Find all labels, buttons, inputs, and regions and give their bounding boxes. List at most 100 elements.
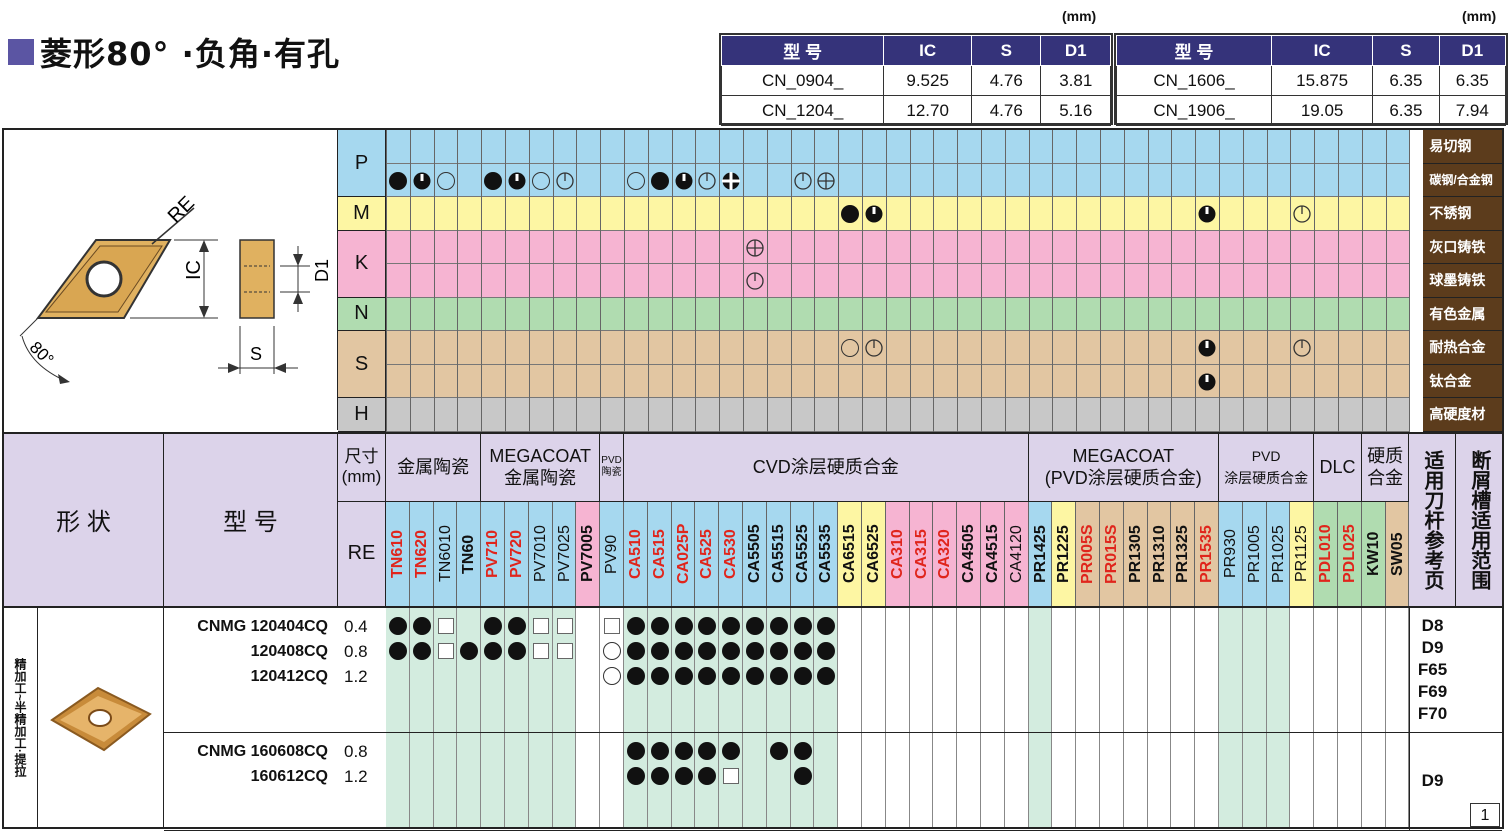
grade-group: 硬质 合金	[1361, 431, 1410, 502]
product-model: 120408CQ	[250, 642, 328, 660]
dims-left-cell: 9.525	[883, 65, 972, 96]
grade-cell: CA6515	[838, 501, 862, 606]
grade-name: CA510	[626, 528, 644, 579]
toolholder-page: D9	[1421, 771, 1444, 791]
grade-name: CA320	[936, 528, 954, 579]
grade-name: TN60	[460, 533, 478, 574]
dims-right-cell: 6.35	[1438, 65, 1507, 96]
grade-name: TN610	[388, 529, 406, 578]
grade-cell: CA5515	[766, 501, 791, 606]
grade-cell: PV90	[600, 501, 624, 606]
grade-cell: PR1225	[1052, 501, 1077, 606]
grade-name: PR015S	[1102, 523, 1120, 584]
dims-right-header: D1	[1438, 35, 1507, 66]
grade-cell: CA510	[624, 501, 648, 606]
grade-cell: CA530	[719, 501, 743, 606]
grade-name: TN6010	[436, 525, 454, 582]
product-mark-square	[437, 617, 454, 634]
product-mark-dot	[674, 616, 693, 635]
grade-cell: PR1310	[1147, 501, 1172, 606]
grade-name: PV7025	[555, 525, 573, 582]
toolholder-page: F65	[1417, 659, 1448, 679]
grade-cell: PV710	[481, 501, 505, 606]
grade-name: CA525	[698, 528, 716, 579]
product-mark-dot	[674, 766, 693, 785]
mark-primary	[484, 171, 503, 190]
grade-name: PV710	[484, 529, 502, 578]
mark-ring-cross	[817, 171, 836, 190]
product-mark-dot	[769, 641, 788, 660]
dims-left-cell: 5.16	[1040, 95, 1111, 126]
page-corner-number: 1	[1470, 803, 1500, 827]
material-name: 碳钢/合金钢	[1423, 163, 1502, 197]
grade-cell: PR1125	[1290, 501, 1315, 606]
grade-group: 金属陶瓷	[386, 431, 482, 502]
grade-name: PV7005	[579, 525, 597, 582]
grade-name: CA310	[888, 528, 906, 579]
product-re: 0.8	[344, 741, 368, 761]
product-mark-dot	[698, 641, 717, 660]
grade-name: TN620	[412, 529, 430, 578]
mark-half	[1198, 339, 1216, 357]
product-mark-dot	[627, 666, 645, 685]
product-mark-dot	[484, 616, 503, 635]
grade-cell: PDL010	[1314, 501, 1338, 606]
re-label: RE	[164, 192, 199, 227]
mark-secondary	[531, 171, 550, 190]
grade-cell: CA315	[909, 501, 934, 606]
material-code: P	[338, 130, 386, 197]
page-title: 菱形80° ·负角·有孔	[8, 30, 340, 74]
product-mark-square	[437, 642, 454, 659]
product-mark-dot	[412, 616, 431, 635]
insert-photo	[38, 607, 164, 827]
grade-group: MEGACOAT (PVD涂层硬质合金)	[1028, 431, 1219, 502]
material-row	[386, 364, 1410, 398]
mark-ring-cross	[746, 238, 764, 257]
grade-cell: CA5535	[814, 501, 839, 606]
grade-name: CA5525	[793, 524, 811, 583]
grade-name: PR1325	[1174, 524, 1192, 583]
grade-name: PDL025	[1340, 524, 1358, 583]
grade-name: PR1535	[1198, 524, 1216, 583]
mark-half	[1198, 373, 1216, 390]
material-row	[386, 398, 1410, 432]
title-text: 菱形80° ·负角·有孔	[40, 35, 340, 73]
dims-right-cell: CN_1906_	[1115, 95, 1273, 126]
toolholder-page: D8	[1421, 615, 1444, 635]
product-mark-dot	[793, 741, 812, 760]
mark-ring-notch	[698, 171, 717, 190]
dims-left-cell: 4.76	[970, 95, 1042, 126]
grade-cell: PV7025	[552, 501, 577, 606]
product-mark-dot	[722, 641, 741, 660]
grade-cell: CA525	[695, 501, 720, 606]
insert-hole	[85, 260, 123, 298]
material-name: 球墨铸铁	[1423, 264, 1502, 298]
grade-cell: PR1005	[1242, 501, 1267, 606]
insert-drawing: RE IC D1 S 80°	[4, 130, 338, 430]
product-mark-ring	[603, 666, 622, 685]
grade-name: PV720	[507, 529, 525, 578]
mark-primary	[841, 205, 860, 223]
grade-cell: CA4515	[981, 501, 1005, 606]
grade-name: PR005S	[1079, 523, 1097, 584]
mark-ring-notch	[555, 171, 574, 190]
dims-right-cell: 19.05	[1271, 95, 1374, 126]
mark-ring-notch	[793, 171, 812, 190]
product-re: 0.8	[344, 641, 368, 661]
toolholder-page: F69	[1417, 681, 1448, 701]
header-toolholder-page: 适用刀杆参考页	[1409, 431, 1456, 606]
dims-right-cell: 6.35	[1372, 95, 1440, 126]
material-code: M	[338, 197, 386, 231]
mark-secondary	[627, 171, 645, 190]
grade-cell: PR005S	[1076, 501, 1100, 606]
product-mark-dot	[650, 641, 669, 660]
dims-table-left: 型 号 IC S D1 CN_0904_ 9.525 4.76 3.81 CN_1204_ 12.…	[719, 33, 1113, 126]
grade-name: PR1425	[1031, 524, 1049, 583]
dims-right-cell: 7.94	[1438, 95, 1507, 126]
dims-right-cell: 6.35	[1372, 65, 1440, 96]
dims-right-cell: CN_1606_	[1115, 65, 1273, 96]
product-mark-dot	[817, 641, 836, 660]
product-mark-dot	[817, 666, 836, 685]
grade-cell: CA025P	[671, 501, 696, 606]
dims-right-cell: 15.875	[1271, 65, 1374, 96]
